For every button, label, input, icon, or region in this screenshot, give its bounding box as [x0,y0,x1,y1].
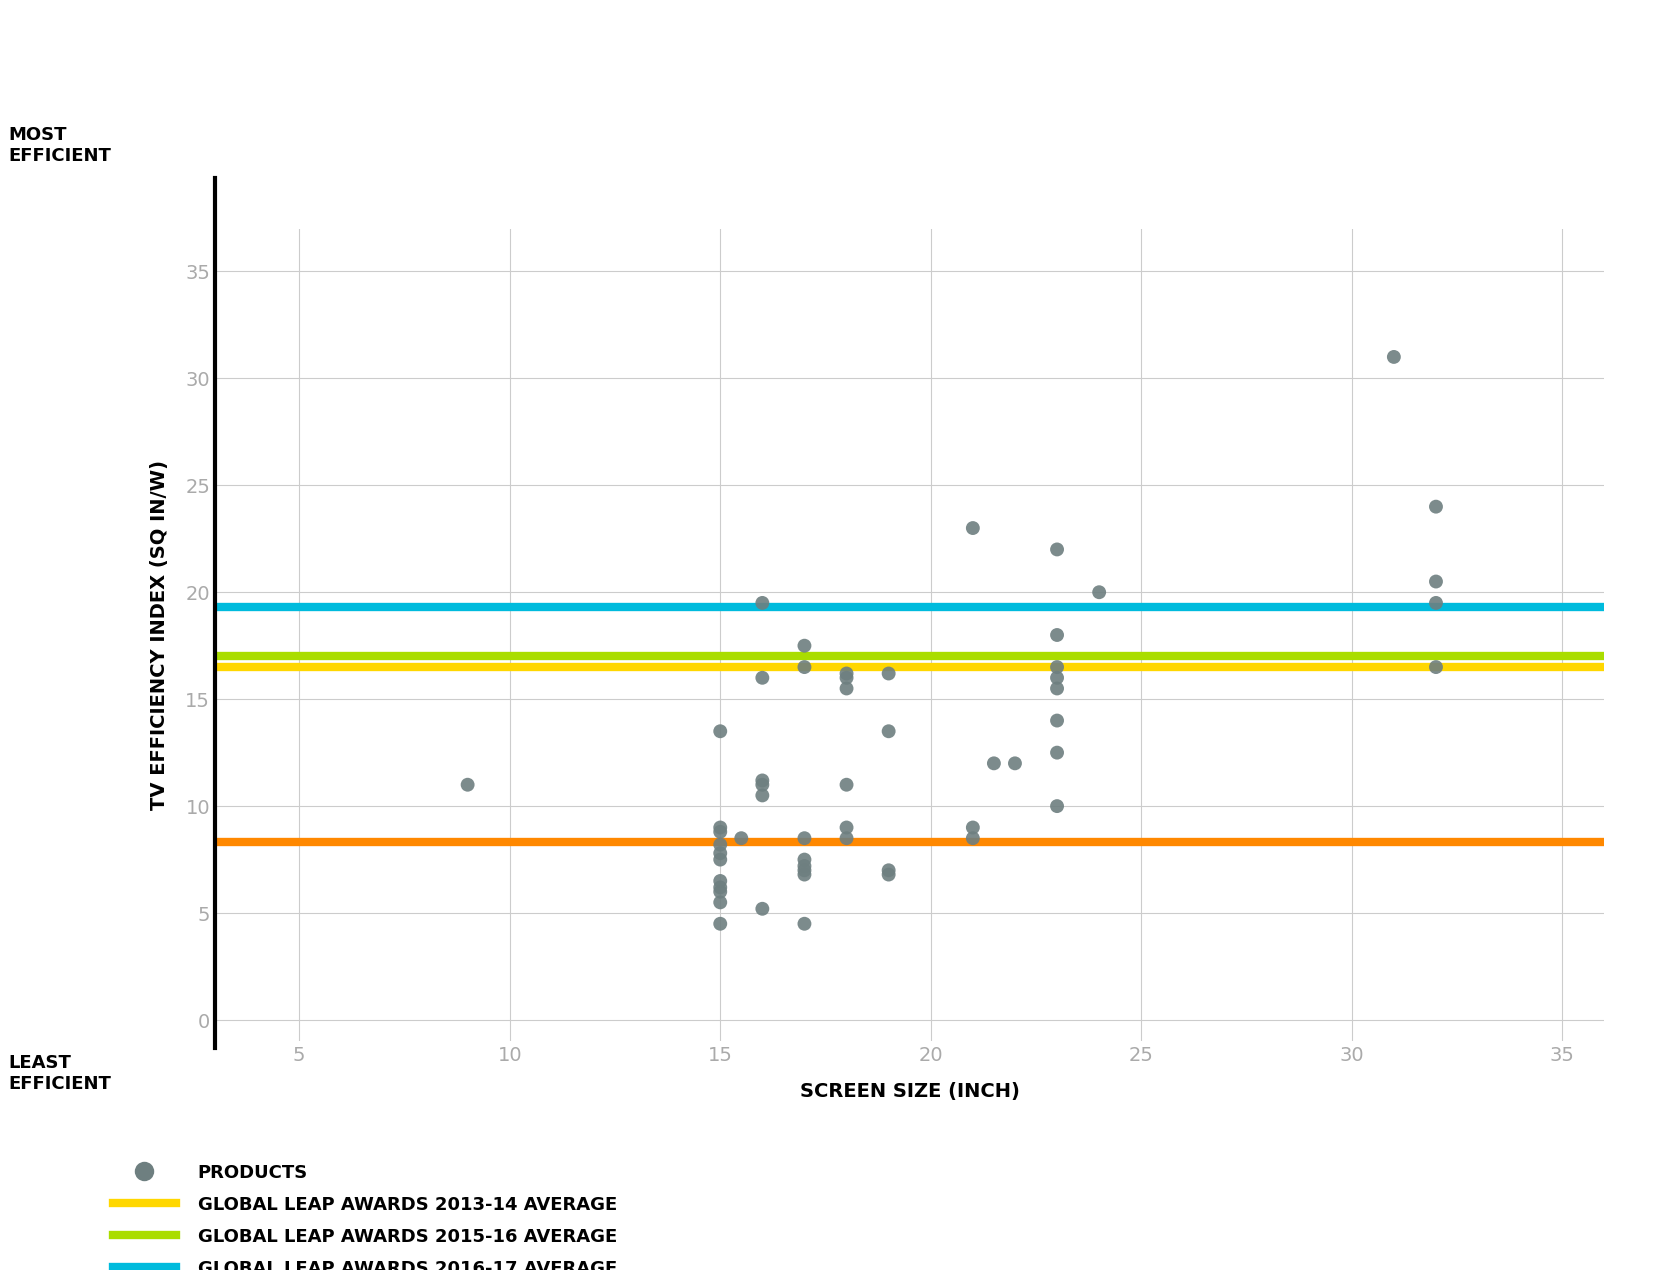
Point [791,860,817,880]
Point [749,775,776,795]
Point [834,775,860,795]
Point [706,822,733,842]
Point [1422,593,1449,613]
Point [834,663,860,683]
Point [706,834,733,855]
Point [875,860,901,880]
Point [1381,347,1408,367]
Point [706,721,733,742]
Legend: PRODUCTS, GLOBAL LEAP AWARDS 2013-14 AVERAGE, GLOBAL LEAP AWARDS 2015-16 AVERAGE: PRODUCTS, GLOBAL LEAP AWARDS 2013-14 AVE… [112,1165,617,1270]
Point [791,865,817,885]
Point [834,678,860,699]
Point [1044,678,1070,699]
Point [791,635,817,655]
Point [834,818,860,838]
Point [749,785,776,805]
Point [1044,796,1070,817]
Point [1422,572,1449,592]
Y-axis label: TV EFFICIENCY INDEX (SQ IN/W): TV EFFICIENCY INDEX (SQ IN/W) [149,460,169,810]
Point [791,856,817,876]
Point [981,753,1007,773]
Point [1044,540,1070,560]
Point [749,899,776,919]
Point [834,828,860,848]
Point [706,818,733,838]
Point [706,843,733,864]
Point [1044,657,1070,677]
Point [959,818,986,838]
Point [706,871,733,892]
Point [1044,625,1070,645]
Point [959,828,986,848]
Point [1002,753,1029,773]
Point [1044,710,1070,730]
Point [875,663,901,683]
Point [1044,668,1070,688]
Point [455,775,481,795]
Point [791,828,817,848]
Point [875,721,901,742]
Point [959,518,986,538]
Point [706,881,733,902]
Point [706,913,733,933]
Point [749,668,776,688]
Point [1422,657,1449,677]
Point [749,593,776,613]
Point [749,771,776,791]
Point [791,913,817,933]
Point [728,828,754,848]
Point [1087,582,1113,602]
Point [875,865,901,885]
Text: MOST
EFFICIENT: MOST EFFICIENT [8,126,111,165]
Point [1044,743,1070,763]
Point [706,878,733,898]
Point [791,850,817,870]
Point [834,668,860,688]
Point [706,850,733,870]
Point [1422,497,1449,517]
X-axis label: SCREEN SIZE (INCH): SCREEN SIZE (INCH) [801,1082,1019,1101]
Point [791,657,817,677]
Point [706,893,733,913]
Text: LEAST
EFFICIENT: LEAST EFFICIENT [8,1054,111,1093]
